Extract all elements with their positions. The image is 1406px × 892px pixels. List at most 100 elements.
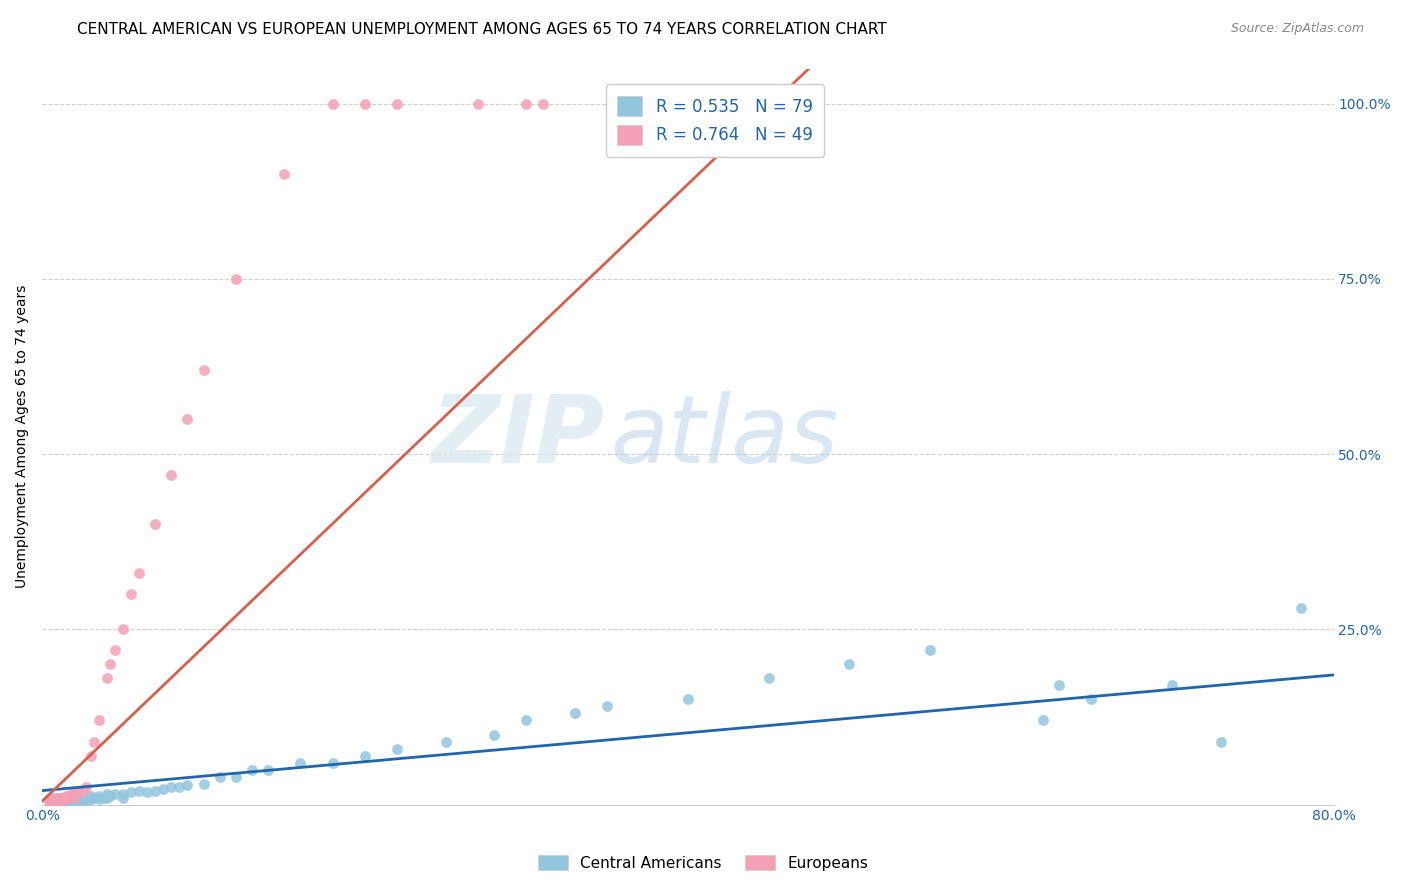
Point xyxy=(98,657,121,672)
Point xyxy=(53,792,76,806)
Point xyxy=(51,792,73,806)
Point xyxy=(45,792,67,806)
Point xyxy=(45,794,67,808)
Point xyxy=(160,780,183,794)
Point xyxy=(44,793,66,807)
Point xyxy=(38,795,60,809)
Point xyxy=(128,783,150,797)
Point xyxy=(46,794,69,808)
Point xyxy=(111,623,134,637)
Point xyxy=(41,792,63,806)
Point xyxy=(46,790,69,805)
Point xyxy=(93,790,115,805)
Point xyxy=(515,714,537,728)
Point xyxy=(39,794,62,808)
Point xyxy=(51,795,73,809)
Point xyxy=(273,167,295,181)
Point xyxy=(322,756,344,770)
Point xyxy=(39,793,62,807)
Point xyxy=(63,792,86,806)
Point xyxy=(76,790,98,805)
Y-axis label: Unemployment Among Ages 65 to 74 years: Unemployment Among Ages 65 to 74 years xyxy=(15,285,30,588)
Point xyxy=(56,795,79,809)
Point xyxy=(55,790,77,805)
Point xyxy=(59,790,82,805)
Point xyxy=(515,96,537,111)
Point xyxy=(160,468,183,483)
Point xyxy=(1080,692,1102,706)
Text: CENTRAL AMERICAN VS EUROPEAN UNEMPLOYMENT AMONG AGES 65 TO 74 YEARS CORRELATION : CENTRAL AMERICAN VS EUROPEAN UNEMPLOYMEN… xyxy=(77,22,887,37)
Point xyxy=(1161,678,1184,692)
Point xyxy=(128,566,150,581)
Point xyxy=(53,793,76,807)
Point xyxy=(482,727,505,741)
Point xyxy=(104,787,127,801)
Point xyxy=(46,793,69,807)
Point xyxy=(467,96,489,111)
Point xyxy=(96,787,118,801)
Point xyxy=(72,793,94,807)
Legend: Central Americans, Europeans: Central Americans, Europeans xyxy=(529,846,877,880)
Point xyxy=(290,756,312,770)
Point xyxy=(120,587,142,601)
Text: atlas: atlas xyxy=(610,391,838,482)
Point xyxy=(52,794,75,808)
Point xyxy=(322,96,344,111)
Legend: R = 0.535   N = 79, R = 0.764   N = 49: R = 0.535 N = 79, R = 0.764 N = 49 xyxy=(606,84,824,157)
Point xyxy=(76,793,98,807)
Point xyxy=(1047,678,1070,692)
Point xyxy=(104,643,127,657)
Point xyxy=(96,672,118,686)
Point xyxy=(193,776,215,790)
Point xyxy=(46,790,69,805)
Point xyxy=(83,790,105,805)
Point xyxy=(39,790,62,805)
Point xyxy=(758,672,780,686)
Point xyxy=(257,763,280,777)
Point xyxy=(96,790,118,805)
Point xyxy=(44,790,66,805)
Point xyxy=(240,763,263,777)
Point xyxy=(51,794,73,808)
Point xyxy=(56,792,79,806)
Point xyxy=(1289,601,1312,615)
Point xyxy=(111,787,134,801)
Point xyxy=(1209,734,1232,748)
Point xyxy=(72,794,94,808)
Point xyxy=(596,699,619,714)
Point xyxy=(531,96,554,111)
Point xyxy=(87,792,110,806)
Point xyxy=(44,795,66,809)
Point xyxy=(838,657,860,672)
Point xyxy=(63,794,86,808)
Point xyxy=(87,714,110,728)
Point xyxy=(98,789,121,804)
Point xyxy=(66,785,89,799)
Point xyxy=(354,748,377,763)
Point xyxy=(42,794,65,808)
Point xyxy=(60,787,83,801)
Point xyxy=(49,790,72,805)
Point xyxy=(46,796,69,810)
Point xyxy=(75,780,97,794)
Point xyxy=(60,796,83,810)
Point xyxy=(63,787,86,801)
Point xyxy=(41,794,63,808)
Point xyxy=(59,793,82,807)
Point xyxy=(55,794,77,808)
Point xyxy=(208,770,231,784)
Point xyxy=(564,706,586,721)
Point xyxy=(62,788,84,802)
Point xyxy=(79,789,101,804)
Point xyxy=(46,795,69,809)
Point xyxy=(225,770,247,784)
Point xyxy=(66,793,89,807)
Point xyxy=(176,412,198,426)
Point xyxy=(193,363,215,377)
Point xyxy=(72,783,94,797)
Point xyxy=(42,792,65,806)
Point xyxy=(120,785,142,799)
Point xyxy=(59,789,82,804)
Point xyxy=(45,793,67,807)
Point xyxy=(434,734,457,748)
